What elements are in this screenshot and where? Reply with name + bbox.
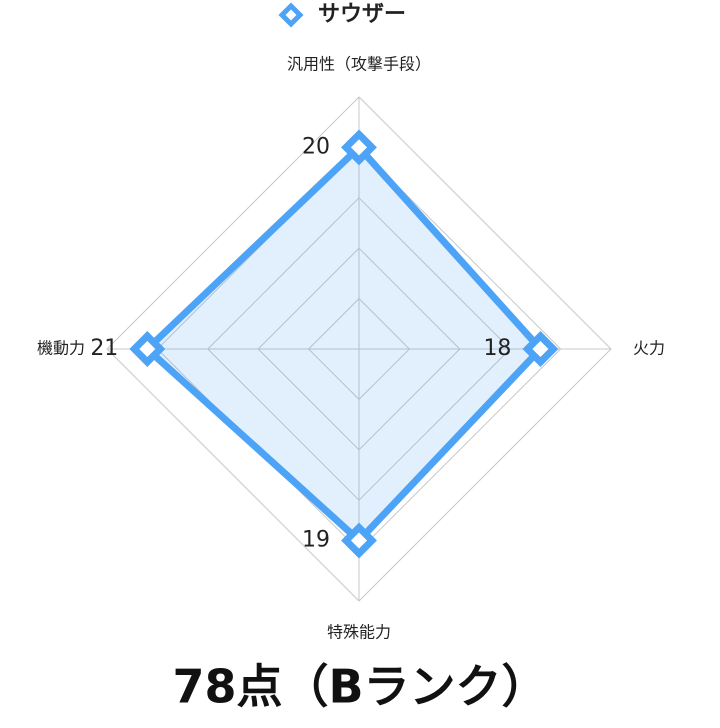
caption: 78点（Bランク） xyxy=(172,660,547,714)
data-label: 21 xyxy=(90,336,118,361)
data-label: 19 xyxy=(302,528,330,553)
axis-label: 特殊能力 xyxy=(327,623,391,642)
data-label: 20 xyxy=(302,134,330,159)
legend-marker xyxy=(278,2,304,28)
point-marker xyxy=(341,522,377,559)
point-marker xyxy=(129,331,166,367)
series-area xyxy=(142,142,546,546)
point-marker xyxy=(341,129,377,166)
axis-label: 汎用性（攻撃手段） xyxy=(287,55,431,74)
legend-label: サウザー xyxy=(318,2,406,27)
axis-label: 機動力 xyxy=(37,339,85,358)
axis-label: 火力 xyxy=(633,339,665,358)
point-marker xyxy=(522,331,559,367)
data-label: 18 xyxy=(483,336,511,361)
